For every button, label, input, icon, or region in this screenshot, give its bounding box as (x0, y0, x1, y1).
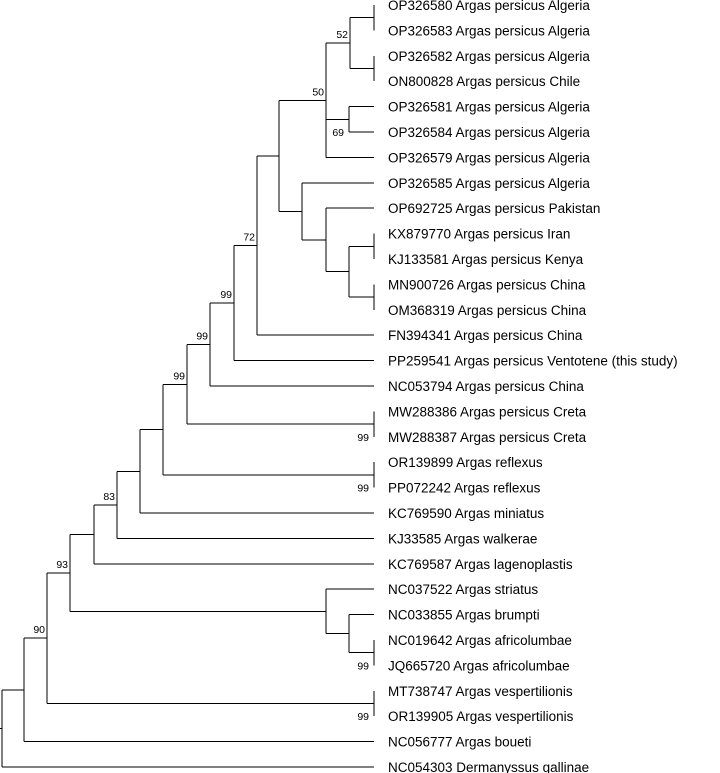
tip-label-FN394341: FN394341 Argas persicus China (388, 328, 583, 343)
tip-label-KJ133581: KJ133581 Argas persicus Kenya (388, 252, 584, 267)
tip-label-OP326582: OP326582 Argas persicus Algeria (388, 49, 590, 64)
tip-label-MT738747: MT738747 Argas vespertilionis (388, 684, 573, 699)
tree-branches (0, 5, 375, 768)
tip-label-NC019642: NC019642 Argas africolumbae (388, 633, 572, 648)
tip-label-OP326579: OP326579 Argas persicus Algeria (388, 150, 590, 165)
tip-label-KC769590: KC769590 Argas miniatus (388, 506, 544, 521)
tip-label-OP326580: OP326580 Argas persicus Algeria (388, 0, 590, 13)
support-value-c-algeria-chile: 52 (336, 29, 348, 41)
tip-label-OP326583: OP326583 Argas persicus Algeria (388, 23, 590, 38)
support-values: 52 69 50 72 99 99 99 99 99 83 99 93 99 90 (33, 29, 369, 723)
tip-label-NC037522: NC037522 Argas striatus (388, 582, 538, 597)
tip-label-KX879770: KX879770 Argas persicus Iran (388, 227, 570, 242)
tip-label-JQ665720: JQ665720 Argas africolumbae (388, 658, 570, 673)
support-value-c-argas-main: 93 (56, 559, 68, 571)
tip-label-OM368319: OM368319 Argas persicus China (388, 303, 587, 318)
tip-label-PP072242: PP072242 Argas reflexus (388, 481, 541, 496)
tip-label-OR139905: OR139905 Argas vespertilionis (388, 709, 574, 724)
tip-label-OP326585: OP326585 Argas persicus Algeria (388, 176, 590, 191)
tip-label-PP259541: PP259541 Argas persicus Ventotene (this … (388, 354, 678, 369)
tip-label-KC769587: KC769587 Argas lagenoplastis (388, 557, 573, 572)
support-value-c-581-584: 69 (332, 127, 344, 139)
tip-label-MW288386: MW288386 Argas persicus Creta (388, 404, 587, 419)
tip-label-MN900726: MN900726 Argas persicus China (388, 277, 586, 292)
support-value-c-africolumbae: 99 (357, 660, 369, 672)
tip-label-ON800828: ON800828 Argas persicus Chile (388, 74, 580, 89)
tip-label-MW288387: MW288387 Argas persicus Creta (388, 430, 587, 445)
support-value-c-persicus-all: 99 (173, 370, 185, 382)
tip-label-OP326581: OP326581 Argas persicus Algeria (388, 100, 590, 115)
tip-label-NC053794: NC053794 Argas persicus China (388, 379, 584, 394)
support-value-c-creta: 99 (357, 432, 369, 444)
support-value-c-with-walkerae: 83 (103, 491, 115, 503)
support-value-c-vespertilionis: 99 (357, 711, 369, 723)
tip-label-OP326584: OP326584 Argas persicus Algeria (388, 125, 590, 140)
tip-labels: OP326580 Argas persicus Algeria OP326583 … (388, 0, 678, 773)
support-value-c-persicus-ventotene: 99 (220, 289, 232, 301)
tip-label-NC056777: NC056777 Argas boueti (388, 735, 531, 750)
tip-label-NC033855: NC033855 Argas brumpti (388, 608, 540, 623)
support-value-c-persicus-nc053794: 99 (196, 331, 208, 343)
support-value-c-upper: 50 (312, 86, 324, 98)
tip-label-KJ33585: KJ33585 Argas walkerae (388, 531, 537, 546)
tip-label-NC054303: NC054303 Dermanyssus gallinae (388, 760, 589, 773)
support-value-c-argas-vesp: 90 (33, 624, 45, 636)
support-value-c-reflexus: 99 (357, 483, 369, 495)
support-value-c-persicus-fn: 72 (243, 232, 255, 244)
tip-label-OP692725: OP692725 Argas persicus Pakistan (388, 201, 600, 216)
tip-label-OR139899: OR139899 Argas reflexus (388, 455, 543, 470)
